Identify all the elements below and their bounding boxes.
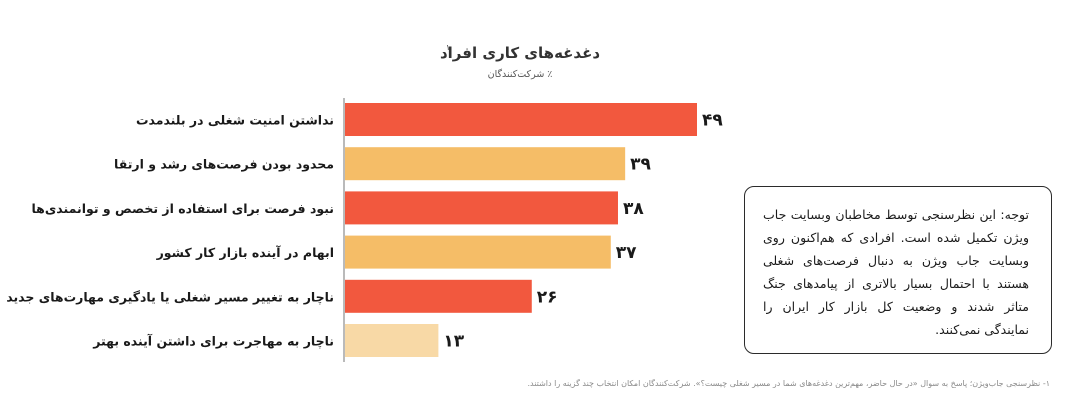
bar-5 (345, 279, 532, 313)
title-footnote-mark: ۱ (446, 43, 450, 52)
value-label-2: ۳۹ (630, 155, 651, 175)
chart-subtitle: ٪ شرکت‌کنندگان (488, 68, 553, 80)
bar-3 (345, 191, 618, 225)
category-label-2: محدود بودن فرصت‌های رشد و ارتقا (114, 157, 334, 172)
category-label-4: ابهام در آینده بازار کار کشور (156, 245, 334, 261)
note-text: توجه: این نظرسنجی توسط مخاطبان وبسایت جا… (763, 207, 1029, 337)
category-label-5: ناچار به تغییر مسیر شغلی یا یادگیری مهار… (6, 289, 334, 304)
category-label-6: ناچار به مهاجرت برای داشتن آینده بهتر (92, 334, 334, 349)
bar-6 (345, 324, 439, 357)
value-label-5: ۲۶ (537, 287, 558, 307)
category-label-3: نبود فرصت برای استفاده از تخصص و توانمند… (31, 201, 334, 216)
chart-title: دغدغه‌های کاری افراد (440, 44, 600, 62)
category-label-1: نداشتن امنیت شغلی در بلندمدت (136, 113, 334, 128)
bar-1 (345, 103, 697, 136)
bar-2 (345, 147, 626, 181)
note-box: توجه: این نظرسنجی توسط مخاطبان وبسایت جا… (744, 186, 1052, 354)
value-label-3: ۳۸ (623, 199, 644, 219)
bars-group: ۴۹ نداشتن امنیت شغلی در بلندمدت ۳۹ محدود بو… (6, 103, 723, 357)
value-label-4: ۳۷ (616, 243, 637, 263)
value-label-1: ۴۹ (702, 111, 723, 131)
bar-4 (345, 235, 611, 269)
source-footnote: ۱- نظرسنجی جاب‌ویژن؛ پاسخ به سوال «در حا… (527, 379, 1051, 388)
value-label-6: ۱۳ (443, 332, 464, 352)
